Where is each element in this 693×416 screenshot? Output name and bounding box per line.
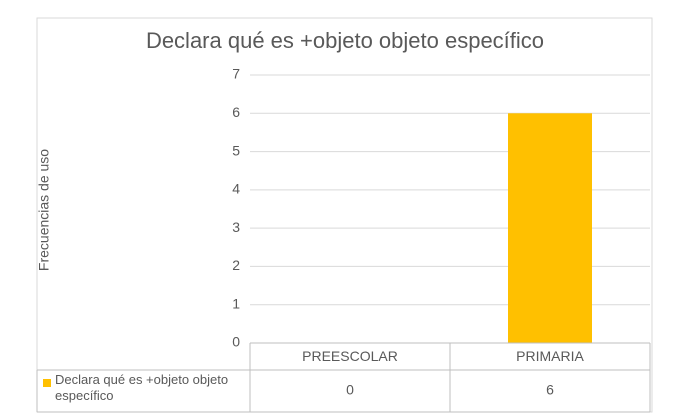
legend-label: Declara qué es +objeto objeto específico (55, 372, 229, 403)
y-tick-label: 0 (232, 334, 240, 350)
y-tick-label: 3 (232, 219, 240, 235)
y-tick-label: 2 (232, 257, 240, 273)
chart-title: Declara qué es +objeto objeto específico (146, 28, 544, 53)
legend-swatch (43, 379, 51, 387)
table-value: 0 (346, 382, 354, 398)
bar (508, 113, 592, 344)
y-tick-label: 5 (232, 142, 240, 158)
legend-label-box: Declara qué es +objeto objeto específico (55, 372, 229, 403)
y-tick-label: 1 (232, 295, 240, 311)
x-tick-label: PRIMARIA (516, 348, 584, 364)
y-axis-label: Frecuencias de uso (36, 149, 52, 271)
table-value: 6 (546, 382, 554, 398)
x-tick-label: PREESCOLAR (302, 348, 398, 364)
y-tick-label: 7 (232, 66, 240, 82)
y-tick-label: 4 (232, 181, 240, 197)
y-tick-label: 6 (232, 104, 240, 120)
